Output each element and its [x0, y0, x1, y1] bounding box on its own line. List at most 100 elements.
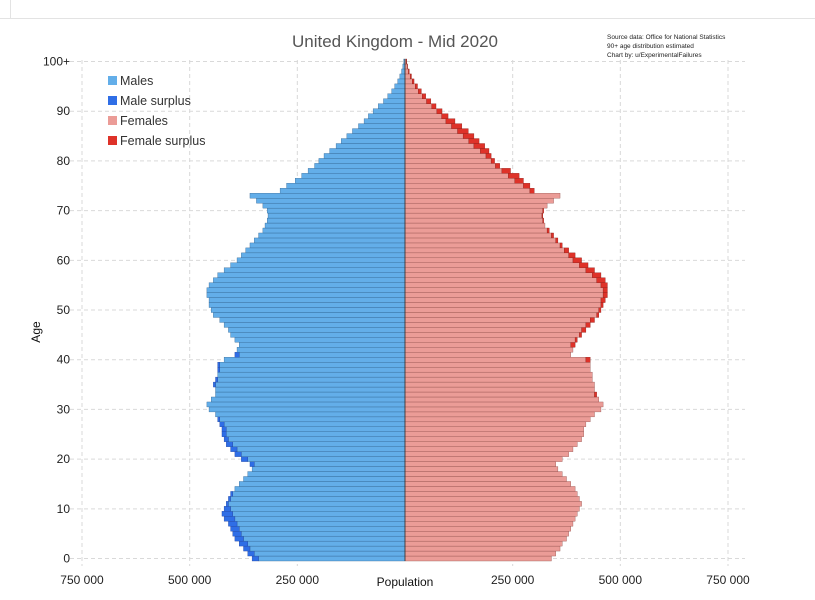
female-bars [404, 58, 608, 562]
legend-label-male-surplus: Male surplus [120, 94, 191, 108]
male-bar [239, 342, 406, 348]
female-bar [404, 217, 543, 224]
female-surplus-bar [568, 252, 576, 259]
male-bar [247, 471, 406, 477]
female-surplus-bar [441, 113, 449, 119]
male-bar [219, 362, 406, 368]
male-bar [394, 83, 406, 90]
male-bar [254, 237, 406, 244]
male-bar [217, 272, 406, 278]
male-surplus-bar [223, 436, 229, 442]
male-bar [301, 173, 406, 179]
male-surplus-bar [251, 555, 259, 562]
female-bar [404, 471, 563, 477]
female-surplus-bar [451, 123, 463, 129]
female-bar [404, 133, 464, 139]
female-bar [404, 148, 481, 154]
male-bar [249, 242, 406, 249]
male-bar [241, 531, 406, 537]
male-bar [213, 312, 406, 318]
female-bar [404, 183, 524, 189]
female-bar [404, 481, 571, 487]
male-bar [215, 391, 406, 398]
female-bar [404, 207, 543, 214]
female-bar [404, 327, 582, 333]
legend-swatch-females [108, 116, 117, 125]
male-bar [239, 481, 406, 487]
y-tick-label: 10 [57, 502, 71, 516]
female-surplus-bar [579, 332, 582, 338]
male-bar [397, 78, 406, 85]
y-tick-label: 70 [57, 204, 71, 218]
male-surplus-bar [230, 491, 233, 497]
x-tick-label: 250 000 [276, 573, 320, 587]
female-bar [404, 506, 580, 512]
male-bar [211, 396, 406, 403]
y-tick-label: 50 [57, 303, 71, 317]
female-surplus-bar [585, 357, 591, 363]
female-bar [404, 73, 411, 80]
male-bar [323, 153, 406, 159]
female-surplus-bar [508, 173, 520, 179]
x-tick-labels: 750 000 500 000 250 000 250 000 500 000 750 0… [60, 573, 750, 587]
female-bar [404, 257, 574, 263]
female-bar [404, 332, 580, 338]
female-bar [404, 401, 604, 408]
male-bar [223, 357, 406, 363]
female-bar [404, 312, 597, 318]
female-surplus-bar [602, 287, 608, 293]
female-bar [404, 292, 604, 298]
female-bar [404, 322, 587, 328]
male-surplus-bar [217, 366, 220, 373]
female-bar [404, 143, 475, 149]
legend: Males Male surplus Females Female surplu… [108, 74, 205, 148]
female-surplus-bar [579, 262, 589, 268]
female-bar [404, 287, 604, 293]
female-bar [404, 451, 569, 457]
female-surplus-bar [436, 108, 443, 114]
female-bar [404, 535, 567, 542]
female-bar [404, 103, 432, 109]
female-surplus-bar [600, 282, 608, 288]
female-surplus-bar [445, 118, 456, 124]
female-bar [404, 521, 574, 527]
male-surplus-bar [234, 352, 240, 358]
legend-swatch-female-surplus [108, 136, 117, 145]
female-surplus-bar [572, 257, 582, 263]
male-surplus-bar [221, 431, 227, 437]
female-surplus-bar [564, 247, 569, 254]
female-surplus-bar [418, 88, 422, 94]
female-bar [404, 188, 531, 194]
female-bar [404, 113, 442, 119]
male-bar [230, 496, 406, 502]
window-left-border [10, 0, 11, 18]
male-bar [243, 476, 406, 482]
female-bar [404, 381, 595, 388]
male-bar [232, 511, 406, 517]
male-bar [208, 297, 406, 303]
x-tick-label: 750 000 [706, 573, 750, 587]
female-bar [404, 173, 509, 179]
female-bar [404, 232, 552, 239]
female-surplus-bar [426, 98, 432, 104]
female-bar [404, 153, 487, 159]
male-bar [208, 282, 406, 288]
source-note: Source data: Office for National Statist… [607, 34, 726, 41]
female-bar [404, 242, 561, 249]
legend-label-females: Females [120, 114, 168, 128]
male-surplus-bar [232, 531, 242, 537]
male-bar [230, 506, 406, 512]
female-surplus-bar [546, 227, 550, 234]
female-bar [404, 282, 602, 288]
y-tick-label: 90 [57, 104, 71, 118]
y-tick-label: 100+ [43, 55, 70, 69]
female-bar [404, 68, 409, 75]
female-bar [404, 237, 556, 244]
female-bar [404, 376, 593, 383]
female-surplus-bar [570, 342, 576, 348]
male-bar [249, 193, 406, 199]
male-bar [223, 267, 406, 273]
male-bar [314, 163, 406, 169]
female-bar [404, 78, 413, 85]
female-surplus-bar [590, 317, 595, 323]
